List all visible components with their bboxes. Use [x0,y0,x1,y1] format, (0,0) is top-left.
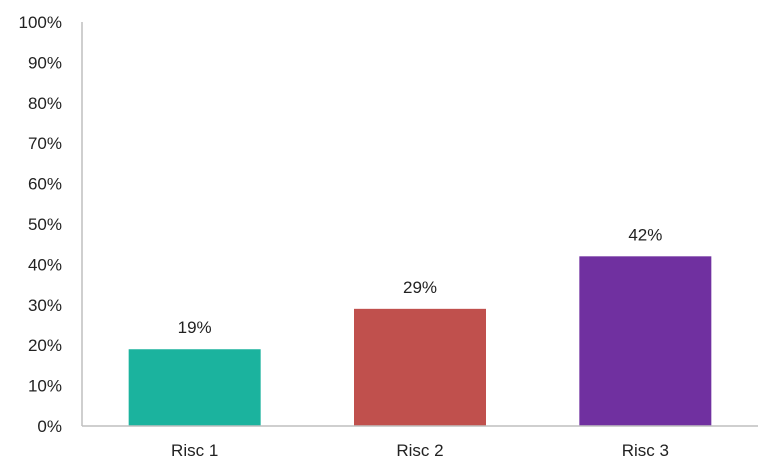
y-tick-label: 60% [28,175,62,194]
y-tick-label: 50% [28,215,62,234]
x-axis-categories: Risc 1 Risc 2 Risc 3 [171,441,669,460]
y-tick-label: 100% [19,13,62,32]
x-category-label: Risc 1 [171,441,218,460]
data-label: 29% [403,278,437,297]
data-label: 42% [628,225,662,244]
data-label: 19% [178,318,212,337]
y-tick-label: 0% [37,417,62,436]
y-tick-label: 70% [28,134,62,153]
y-axis-ticks: 0% 10% 20% 30% 40% 50% 60% 70% 80% 90% 100% [19,13,62,436]
axes [81,22,758,427]
y-tick-label: 10% [28,377,62,396]
data-labels: 19% 29% 42% [178,225,663,337]
bar [579,256,712,426]
bar [354,308,486,426]
y-tick-label: 30% [28,296,62,315]
y-tick-label: 20% [28,336,62,355]
bars [128,256,712,426]
x-category-label: Risc 3 [622,441,669,460]
x-category-label: Risc 2 [396,441,443,460]
y-tick-label: 90% [28,53,62,72]
y-tick-label: 80% [28,94,62,113]
y-tick-label: 40% [28,255,62,274]
bar [128,349,261,426]
